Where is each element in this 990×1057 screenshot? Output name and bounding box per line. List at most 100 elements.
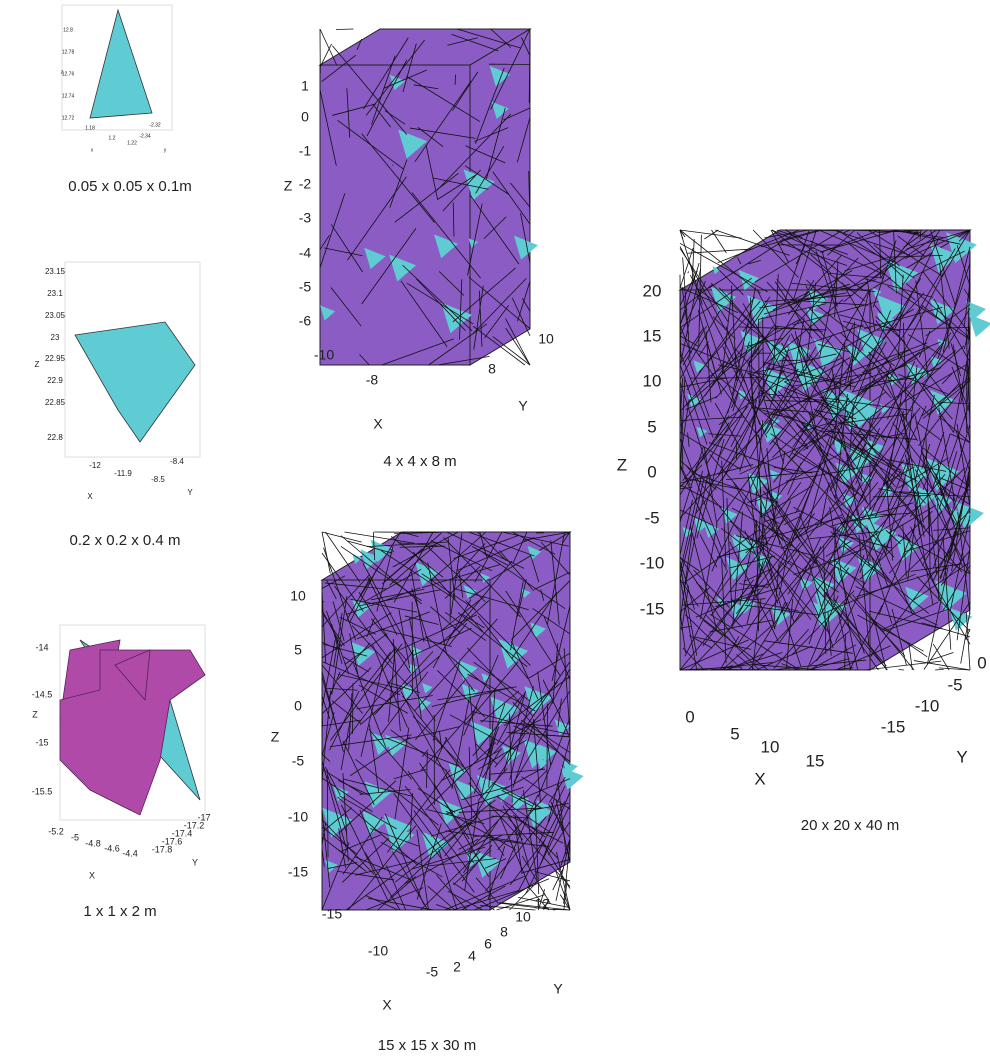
y-tick-label: 0 <box>977 653 986 672</box>
z-tick-label: -15 <box>35 737 48 747</box>
caption: 0.2 x 0.2 x 0.4 m <box>70 532 181 549</box>
x-tick-label: -4.4 <box>122 848 138 858</box>
z-tick-label: 12.78 <box>62 49 75 55</box>
y-tick-label: 12 <box>534 896 550 912</box>
x-tick-label: -5.2 <box>48 826 64 836</box>
panel-b-plot <box>65 262 200 457</box>
panel-a-plot <box>62 5 172 130</box>
x-axis-label: X <box>382 997 392 1013</box>
z-tick-label: 5 <box>647 417 656 436</box>
z-tick-label: 12.72 <box>62 115 75 121</box>
z-tick-label: 5 <box>294 642 302 658</box>
x-tick-label: 1.22 <box>127 140 137 146</box>
z-tick-label: 0 <box>294 698 302 714</box>
y-axis-label: Y <box>187 488 193 497</box>
z-axis-label: Z <box>35 360 40 369</box>
z-tick-label: 23.05 <box>45 311 66 320</box>
z-tick-label: 20 <box>643 281 662 300</box>
caption: 0.05 x 0.05 x 0.1m <box>68 178 191 195</box>
z-tick-label: -2 <box>299 176 312 192</box>
x-axis-label: X <box>89 870 95 880</box>
x-axis-label: X <box>373 416 383 432</box>
x-tick-label: -5 <box>426 964 439 980</box>
y-tick-label: 8 <box>500 924 508 940</box>
y-axis-label: Y <box>518 398 528 414</box>
x-tick-label: 5 <box>730 724 739 743</box>
z-tick-label: -3 <box>299 210 312 226</box>
z-tick-label: 22.9 <box>47 376 63 385</box>
x-tick-label: 10 <box>761 737 780 756</box>
y-axis-label: Y <box>956 747 967 766</box>
y-tick-label: -2.32 <box>149 122 161 128</box>
fracture-trace <box>688 271 689 273</box>
z-tick-label: 10 <box>290 588 306 604</box>
y-tick-label: -10 <box>915 696 940 715</box>
fracture-trace <box>711 230 726 253</box>
x-axis-label: X <box>87 492 93 501</box>
z-tick-label: -5 <box>299 279 312 295</box>
fracture-trace <box>493 337 530 365</box>
fracture-trace <box>935 669 944 670</box>
x-tick-label: -15 <box>322 906 342 922</box>
y-tick-label: -17 <box>197 812 210 822</box>
x-tick-label: -10 <box>368 943 388 959</box>
x-tick-label: -5 <box>71 832 79 842</box>
z-tick-label: -5 <box>292 753 305 769</box>
z-tick-label: -6 <box>299 313 312 329</box>
z-tick-label: 0 <box>301 109 309 125</box>
caption: 20 x 20 x 40 m <box>801 817 899 834</box>
caption: 4 x 4 x 8 m <box>383 453 456 470</box>
z-tick-label: 22.85 <box>45 398 66 407</box>
figure: 12.812.7812.7612.7412.721.181.21.22-2.32… <box>0 0 990 1057</box>
x-tick-label: 1.18 <box>85 125 95 131</box>
z-tick-label: -14 <box>35 642 48 652</box>
exposed-fracture <box>969 314 990 337</box>
fracture-trace <box>336 29 354 30</box>
y-axis-label: y <box>164 147 167 153</box>
fracture <box>75 322 195 442</box>
z-axis-label: Z <box>617 455 627 474</box>
z-tick-label: 1 <box>301 78 309 94</box>
y-tick-label: 8 <box>488 361 496 377</box>
x-tick-label: -11.9 <box>114 469 132 478</box>
z-tick-label: -1 <box>299 143 312 159</box>
x-tick-label: -8 <box>366 372 379 388</box>
fracture <box>90 10 152 118</box>
z-tick-label: 12.8 <box>63 27 73 33</box>
z-tick-label: 15 <box>643 326 662 345</box>
fracture-trace <box>933 644 949 670</box>
y-tick-label: -15 <box>881 717 906 736</box>
z-tick-label: -10 <box>288 809 308 825</box>
z-tick-label: 23.1 <box>47 289 63 298</box>
z-tick-label: -14.5 <box>32 689 53 699</box>
z-tick-label: 22.8 <box>47 433 63 442</box>
y-axis-label: Y <box>553 981 563 997</box>
z-tick-label: -4 <box>299 245 312 261</box>
z-tick-label: -15.5 <box>32 786 53 796</box>
y-tick-label: -5 <box>947 675 962 694</box>
y-tick-label: 10 <box>515 909 531 925</box>
page: 12.812.7812.7612.7412.721.181.21.22-2.32… <box>0 0 990 1057</box>
y-tick-label: 10 <box>538 331 554 347</box>
fracture-trace <box>322 532 330 573</box>
x-tick-label: -4.6 <box>104 843 120 853</box>
x-tick-label: 1.2 <box>109 135 116 141</box>
z-tick-label: 23 <box>51 333 60 342</box>
z-tick-label: -10 <box>640 553 665 572</box>
z-tick-label: -15 <box>640 599 665 618</box>
x-tick-label: 15 <box>806 751 825 770</box>
x-axis-label: X <box>754 769 765 788</box>
x-axis-label: x <box>91 147 94 153</box>
caption: 1 x 1 x 2 m <box>83 903 156 920</box>
z-axis-label: Z <box>284 178 293 194</box>
panel-c-plot <box>60 625 205 820</box>
y-tick-label: -8.4 <box>170 457 184 466</box>
caption: 15 x 15 x 30 m <box>378 1037 476 1054</box>
z-tick-label: 12.74 <box>62 93 75 99</box>
y-tick-label: -8.5 <box>151 475 165 484</box>
fracture-trace <box>914 661 970 670</box>
network-face <box>870 230 970 670</box>
z-tick-label: 23.15 <box>45 267 66 276</box>
y-tick-label: 2 <box>453 959 461 975</box>
y-tick-label: -2.34 <box>139 133 151 139</box>
